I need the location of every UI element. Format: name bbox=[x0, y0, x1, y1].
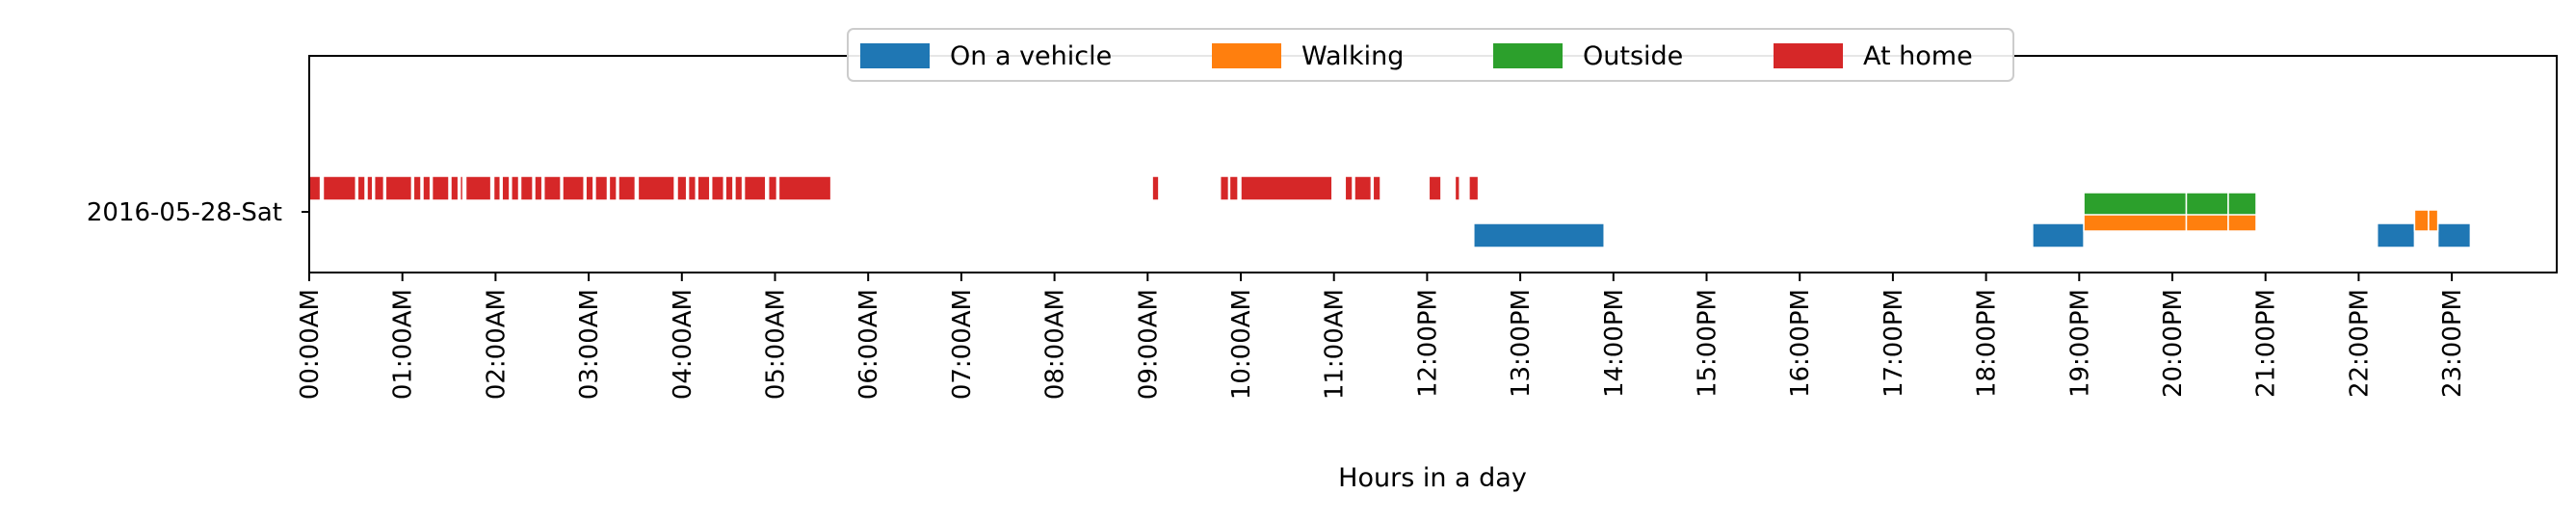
at-home-bar bbox=[542, 175, 562, 201]
legend-label-at-home: At home bbox=[1863, 41, 1973, 71]
at-home-bar bbox=[431, 175, 450, 201]
outside-bar bbox=[2083, 192, 2188, 216]
x-tick-label: 17:00PM bbox=[1879, 289, 1908, 398]
x-tick-label: 21:00PM bbox=[2252, 289, 2281, 398]
at-home-bar bbox=[594, 175, 609, 201]
x-tick-label: 19:00PM bbox=[2065, 289, 2094, 398]
at-home-bar bbox=[366, 175, 374, 201]
at-home-bar bbox=[562, 175, 585, 201]
x-axis-label: Hours in a day bbox=[1338, 463, 1527, 493]
at-home-bar bbox=[1151, 175, 1160, 201]
at-home-bar bbox=[412, 175, 422, 201]
x-tick-label: 16:00PM bbox=[1786, 289, 1815, 398]
on-a-vehicle-bar bbox=[1473, 222, 1605, 248]
on-a-vehicle-bar bbox=[2376, 222, 2416, 248]
x-tick-label: 10:00AM bbox=[1227, 289, 1256, 400]
legend: On a vehicle Walking Outside At home bbox=[847, 28, 2014, 82]
legend-label-outside: Outside bbox=[1583, 41, 1683, 71]
at-home-bar bbox=[384, 175, 413, 201]
at-home-bar bbox=[1372, 175, 1381, 201]
at-home-bar bbox=[1228, 175, 1239, 201]
at-home-bar bbox=[608, 175, 618, 201]
at-home-bar bbox=[767, 175, 778, 201]
x-tick-label: 05:00AM bbox=[762, 289, 791, 400]
at-home-bar bbox=[710, 175, 725, 201]
at-home-bar bbox=[373, 175, 385, 201]
at-home-bar bbox=[534, 175, 543, 201]
at-home-bar bbox=[422, 175, 432, 201]
at-home-bar bbox=[492, 175, 502, 201]
outside-bar bbox=[2185, 192, 2229, 216]
x-tick-label: 06:00AM bbox=[854, 289, 883, 400]
walking-bar bbox=[2428, 209, 2439, 232]
legend-swatch-on-a-vehicle bbox=[860, 43, 930, 68]
at-home-bar bbox=[1219, 175, 1230, 201]
at-home-bar bbox=[676, 175, 688, 201]
at-home-bar bbox=[777, 175, 832, 201]
at-home-bar bbox=[464, 175, 492, 201]
x-tick-label: 14:00PM bbox=[1600, 289, 1629, 398]
at-home-bar bbox=[1468, 175, 1480, 201]
outside-bar bbox=[2227, 192, 2257, 216]
x-tick-label: 04:00AM bbox=[669, 289, 697, 400]
at-home-bar bbox=[1344, 175, 1354, 201]
on-a-vehicle-bar bbox=[2032, 222, 2085, 248]
at-home-bar bbox=[308, 175, 322, 201]
x-tick-label: 07:00AM bbox=[948, 289, 977, 400]
at-home-bar bbox=[459, 175, 464, 201]
at-home-bar bbox=[1240, 175, 1333, 201]
at-home-bar bbox=[322, 175, 357, 201]
at-home-bar bbox=[1428, 175, 1442, 201]
at-home-bar bbox=[687, 175, 697, 201]
at-home-bar bbox=[1354, 175, 1373, 201]
y-axis: 2016-05-28-Sat bbox=[87, 198, 309, 227]
at-home-bar bbox=[724, 175, 734, 201]
x-tick-label: 20:00PM bbox=[2159, 289, 2188, 398]
plot-frame bbox=[308, 55, 2558, 273]
at-home-bar bbox=[450, 175, 460, 201]
legend-swatch-walking bbox=[1212, 43, 1281, 68]
x-axis: 00:00AM 01:00AM 02:00AM 03:00AM 04:00AM 05:00… bbox=[296, 273, 2467, 400]
bars-layer bbox=[308, 175, 2472, 248]
at-home-bar bbox=[519, 175, 534, 201]
x-tick-label: 22:00PM bbox=[2345, 289, 2374, 398]
x-tick-label: 01:00AM bbox=[389, 289, 418, 400]
legend-swatch-at-home bbox=[1774, 43, 1843, 68]
at-home-bar bbox=[637, 175, 675, 201]
x-tick-label: 09:00AM bbox=[1134, 289, 1163, 400]
at-home-bar bbox=[501, 175, 511, 201]
at-home-bar bbox=[1454, 175, 1460, 201]
legend-swatch-outside bbox=[1493, 43, 1563, 68]
at-home-bar bbox=[618, 175, 637, 201]
x-tick-label: 02:00AM bbox=[482, 289, 511, 400]
at-home-bar bbox=[734, 175, 744, 201]
x-tick-label: 00:00AM bbox=[296, 289, 325, 400]
at-home-bar bbox=[356, 175, 366, 201]
x-tick-label: 18:00PM bbox=[1973, 289, 2002, 398]
on-a-vehicle-bar bbox=[2436, 222, 2472, 248]
y-tick-label: 2016-05-28-Sat bbox=[87, 198, 282, 227]
at-home-bar bbox=[697, 175, 711, 201]
walking-bar bbox=[2413, 209, 2430, 232]
at-home-bar bbox=[743, 175, 767, 201]
x-tick-label: 23:00PM bbox=[2438, 289, 2467, 398]
x-tick-label: 03:00AM bbox=[575, 289, 604, 400]
at-home-bar bbox=[585, 175, 594, 201]
x-tick-label: 13:00PM bbox=[1507, 289, 1536, 398]
legend-box bbox=[847, 28, 2014, 82]
x-tick-label: 08:00AM bbox=[1041, 289, 1070, 400]
x-tick-label: 12:00PM bbox=[1413, 289, 1442, 398]
at-home-bar bbox=[511, 175, 520, 201]
x-tick-label: 11:00AM bbox=[1321, 289, 1350, 400]
legend-label-walking: Walking bbox=[1301, 41, 1404, 71]
legend-label-on-a-vehicle: On a vehicle bbox=[950, 41, 1112, 71]
x-tick-label: 15:00PM bbox=[1694, 289, 1722, 398]
